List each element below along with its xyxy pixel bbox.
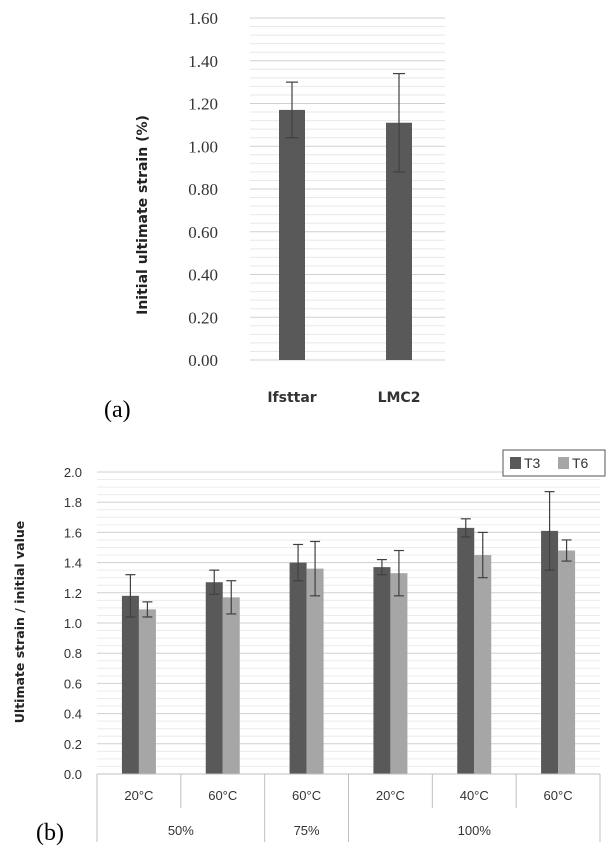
y-tick-label: 0.80: [188, 180, 218, 199]
y-tick-label: 1.4: [64, 556, 82, 571]
y-tick-label: 0.0: [64, 767, 82, 782]
bar-t3: [121, 595, 139, 774]
panel-b-label: (b): [36, 820, 64, 846]
bar-t6: [306, 568, 324, 774]
group-label: 100%: [458, 823, 492, 838]
x-tick-label: LMC2: [378, 390, 421, 406]
y-tick-label: 1.60: [188, 9, 218, 28]
legend-swatch: [558, 457, 569, 469]
chart-a-y-ticks: 0.00 0.20 0.40 0.60 0.80 1.00 1.20 1.40 1.60: [188, 9, 218, 370]
chart-b-legend: T3 T6: [502, 449, 606, 477]
bar-t3: [457, 527, 475, 774]
panel-a-label: (a): [104, 397, 131, 423]
y-tick-label: 1.20: [188, 95, 218, 114]
chart-b-bars: [121, 491, 576, 774]
y-tick-label: 0.20: [188, 308, 218, 327]
chart-b-gridlines: [97, 471, 600, 775]
y-tick-label: 0.00: [188, 351, 218, 370]
group-label: 75%: [294, 823, 320, 838]
y-tick-label: 1.6: [64, 525, 82, 540]
y-tick-label: 1.00: [188, 137, 218, 156]
y-tick-label: 1.2: [64, 586, 82, 601]
chart-a-x-ticks: Ifsttar LMC2: [267, 390, 420, 406]
bar-t6: [138, 609, 156, 774]
x-tick-label: 20°C: [376, 788, 405, 803]
chart-b-x-axis: 20°C 60°C 60°C 20°C 40°C 60°C 50% 75% 100%: [96, 773, 601, 842]
y-tick-label: 1.8: [64, 495, 82, 510]
y-tick-label: 0.60: [188, 223, 218, 242]
x-tick-label: 60°C: [544, 788, 573, 803]
y-tick-label: 2.0: [64, 465, 82, 480]
chart-a-bars: [279, 72, 412, 360]
bar-t3: [205, 582, 223, 774]
y-tick-label: 1.40: [188, 52, 218, 71]
bar-t6: [390, 573, 408, 774]
chart-a: 0.00 0.20 0.40 0.60 0.80 1.00 1.20 1.40 1.60 Ifs…: [104, 9, 445, 423]
y-tick-label: 0.4: [64, 707, 82, 722]
bar: [279, 109, 305, 360]
bar-t6: [474, 555, 492, 774]
bar-t3: [373, 567, 391, 774]
legend-label: T3: [524, 455, 541, 471]
bar-t3: [541, 530, 559, 774]
bar-t3: [289, 562, 307, 774]
bar-t6: [222, 597, 240, 774]
x-tick-label: 60°C: [292, 788, 321, 803]
y-tick-label: 0.6: [64, 676, 82, 691]
x-tick-label: 60°C: [208, 788, 237, 803]
x-tick-label: 20°C: [124, 788, 153, 803]
chart-a-y-axis-label: Initial ultimate strain (%): [135, 115, 151, 315]
y-tick-label: 0.8: [64, 646, 82, 661]
legend-label: T6: [572, 455, 589, 471]
x-tick-label: 40°C: [460, 788, 489, 803]
y-tick-label: 0.2: [64, 737, 82, 752]
y-tick-label: 0.40: [188, 266, 218, 285]
bar-t6: [558, 550, 576, 774]
chart-b-y-ticks: 0.0 0.2 0.4 0.6 0.8 1.0 1.2 1.4 1.6 1.8 2.0: [64, 465, 82, 782]
x-tick-label: Ifsttar: [267, 390, 316, 406]
chart-b-y-axis-label: Ultimate strain / initial value: [12, 521, 27, 723]
y-tick-label: 1.0: [64, 616, 82, 631]
chart-b: 0.0 0.2 0.4 0.6 0.8 1.0 1.2 1.4 1.6 1.8 2.0 20°C 60…: [12, 449, 606, 846]
legend-swatch: [510, 457, 521, 469]
group-label: 50%: [168, 823, 194, 838]
